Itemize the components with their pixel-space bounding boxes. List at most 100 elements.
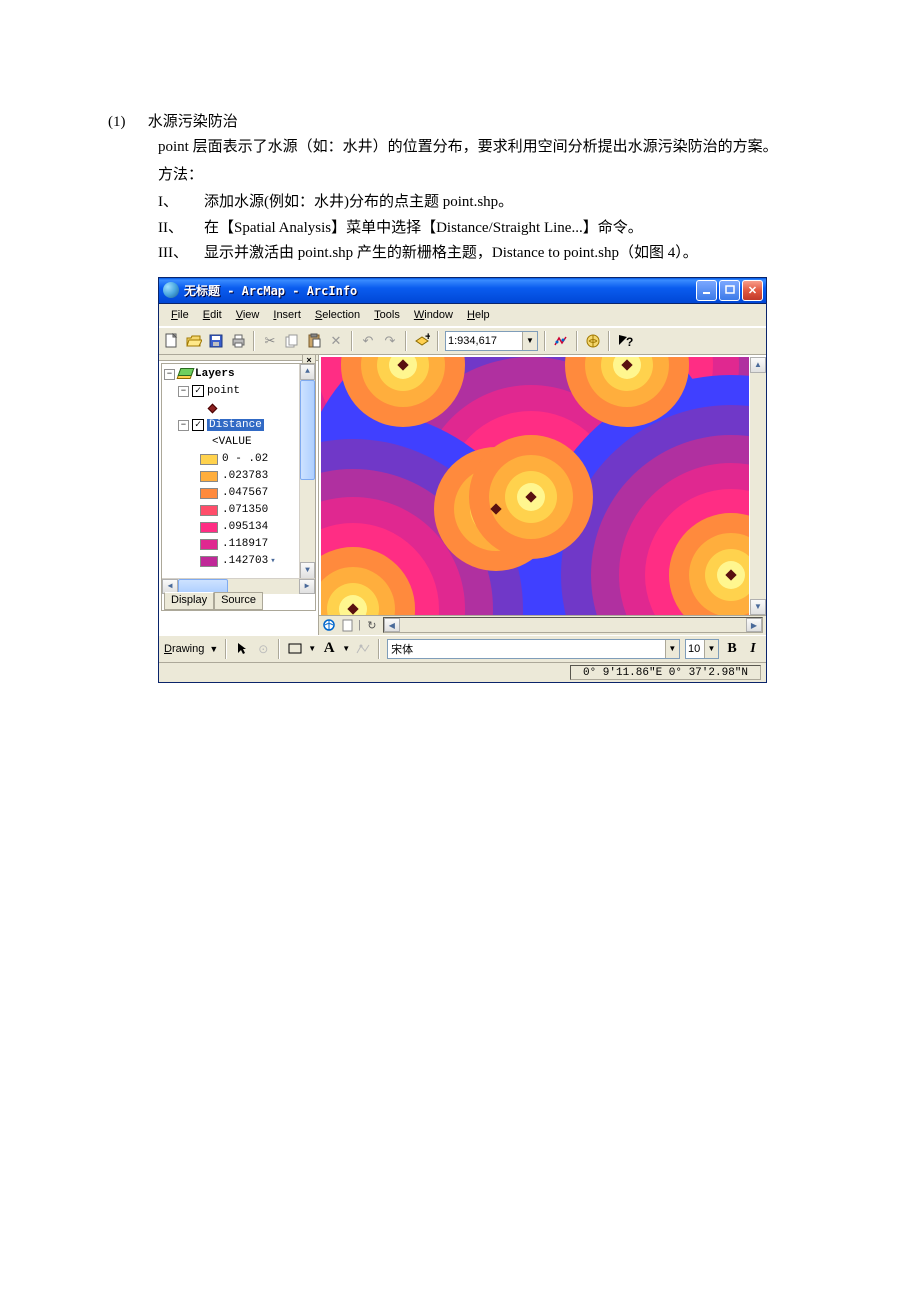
map-view: ▲ ▼ | ↻ ◀ ▶ [319, 355, 766, 635]
size-field[interactable] [686, 643, 704, 655]
layer-distance[interactable]: − ✓ Distance [164, 417, 313, 434]
print-icon[interactable] [229, 332, 247, 350]
item-number: (1) [108, 114, 144, 131]
legend-swatch [200, 505, 218, 516]
refresh-icon[interactable]: ↻ [365, 618, 379, 632]
drawing-label[interactable]: Drawing [164, 643, 204, 655]
add-data-icon[interactable]: + [413, 332, 431, 350]
map-scrollbar-vertical[interactable]: ▲ ▼ [750, 357, 766, 615]
redo-icon[interactable]: ↷ [381, 332, 399, 350]
tab-display[interactable]: Display [164, 592, 214, 610]
scale-input[interactable]: ▼ [445, 331, 538, 351]
step-number: II、 [158, 216, 204, 242]
help-icon[interactable]: ? [616, 332, 634, 350]
menu-window[interactable]: Window [408, 307, 459, 323]
open-icon[interactable] [185, 332, 203, 350]
italic-icon[interactable]: I [745, 641, 761, 657]
legend-swatch [200, 556, 218, 567]
legend-row[interactable]: .047567 [164, 485, 313, 502]
scroll-right-icon[interactable]: ▶ [746, 618, 762, 632]
collapse-icon[interactable]: − [178, 420, 189, 431]
layer-tree[interactable]: − Layers − ✓ point [162, 364, 315, 572]
chevron-down-icon[interactable]: ▼ [704, 640, 718, 658]
point-symbol-icon [208, 403, 218, 413]
legend-row[interactable]: .142703▾ [164, 553, 313, 570]
map-view-tabs: | ↻ ◀ ▶ [319, 615, 766, 635]
checkbox-checked[interactable]: ✓ [192, 419, 204, 431]
select-icon[interactable] [234, 641, 250, 657]
legend-row[interactable]: .023783 [164, 468, 313, 485]
chevron-down-icon[interactable]: ▼ [665, 640, 679, 658]
maximize-button[interactable] [719, 280, 740, 301]
close-button[interactable]: ✕ [742, 280, 763, 301]
data-view-icon[interactable] [322, 618, 336, 632]
menu-tools[interactable]: Tools [368, 307, 406, 323]
map-scrollbar-horizontal[interactable]: ◀ ▶ [383, 617, 763, 633]
menu-help[interactable]: Help [461, 307, 496, 323]
menu-edit[interactable]: Edit [197, 307, 228, 323]
legend-label: .023783 [222, 470, 268, 482]
legend-label: .142703 [222, 555, 268, 567]
coordinates: 0° 9′11.86″E 0° 37′2.98″N [570, 665, 761, 680]
step-text: 显示并激活由 point.shp 产生的新栅格主题，Distance to po… [204, 245, 698, 261]
window-title: 无标题 - ArcMap - ArcInfo [184, 282, 696, 299]
chevron-down-icon[interactable]: ▼ [522, 332, 537, 350]
menu-selection[interactable]: Selection [309, 307, 366, 323]
scale-field[interactable] [446, 335, 522, 347]
legend-label: .118917 [222, 538, 268, 550]
layer-point[interactable]: − ✓ point [164, 383, 313, 400]
legend-row[interactable]: .071350 [164, 502, 313, 519]
rotate-icon[interactable]: ⊙ [255, 641, 271, 657]
delete-icon[interactable]: ✕ [327, 332, 345, 350]
text-icon[interactable]: A [321, 641, 337, 657]
new-icon[interactable] [163, 332, 181, 350]
layout-view-icon[interactable] [340, 618, 354, 632]
body-area: × − Layers − ✓ point [159, 355, 766, 635]
edit-vertices-icon[interactable] [355, 641, 371, 657]
scroll-left-icon[interactable]: ◀ [384, 618, 400, 632]
legend-swatch [200, 539, 218, 550]
font-field[interactable] [388, 643, 665, 655]
scroll-down-icon[interactable]: ▼ [750, 599, 766, 615]
step-number: I、 [158, 190, 204, 216]
editor-toolbar-icon[interactable] [552, 332, 570, 350]
font-select[interactable]: ▼ [387, 639, 680, 659]
legend-row[interactable]: .118917 [164, 536, 313, 553]
legend-row[interactable]: .095134 [164, 519, 313, 536]
value-header: <VALUE [164, 434, 313, 451]
legend-label: .071350 [222, 504, 268, 516]
menu-insert[interactable]: Insert [267, 307, 307, 323]
scroll-up-icon[interactable]: ▲ [300, 364, 315, 380]
save-icon[interactable] [207, 332, 225, 350]
cut-icon[interactable]: ✂ [261, 332, 279, 350]
map-canvas[interactable] [321, 357, 764, 615]
tab-source[interactable]: Source [214, 592, 263, 610]
bold-icon[interactable]: B [724, 641, 740, 657]
document-body: (1) 水源污染防治 point 层面表示了水源（如：水井）的位置分布，要求利用… [0, 0, 920, 723]
scroll-up-icon[interactable]: ▲ [750, 357, 766, 373]
scroll-thumb[interactable] [300, 380, 315, 480]
collapse-icon[interactable]: − [178, 386, 189, 397]
rectangle-icon[interactable] [287, 641, 303, 657]
checkbox-checked[interactable]: ✓ [192, 385, 204, 397]
legend-row[interactable]: 0 - .02 [164, 451, 313, 468]
step-item: I、添加水源(例如：水井)分布的点主题 point.shp。 [158, 190, 820, 216]
scroll-down-icon[interactable]: ▼ [300, 562, 315, 578]
menu-view[interactable]: View [230, 307, 266, 323]
menubar: FileEditViewInsertSelectionToolsWindowHe… [159, 304, 766, 327]
toc-scrollbar-vertical[interactable]: ▲ ▼ [299, 364, 315, 578]
tree-root[interactable]: − Layers [164, 366, 313, 383]
paste-icon[interactable] [305, 332, 323, 350]
legend-swatch [200, 454, 218, 465]
menu-file[interactable]: File [165, 307, 195, 323]
collapse-icon[interactable]: − [164, 369, 175, 380]
copy-icon[interactable] [283, 332, 301, 350]
minimize-button[interactable] [696, 280, 717, 301]
arccatalog-icon[interactable] [584, 332, 602, 350]
legend-swatch [200, 522, 218, 533]
legend-label: .047567 [222, 487, 268, 499]
font-size-select[interactable]: ▼ [685, 639, 719, 659]
window-titlebar[interactable]: 无标题 - ArcMap - ArcInfo ✕ [159, 278, 766, 304]
undo-icon[interactable]: ↶ [359, 332, 377, 350]
scroll-right-icon[interactable]: ▶ [299, 579, 315, 594]
